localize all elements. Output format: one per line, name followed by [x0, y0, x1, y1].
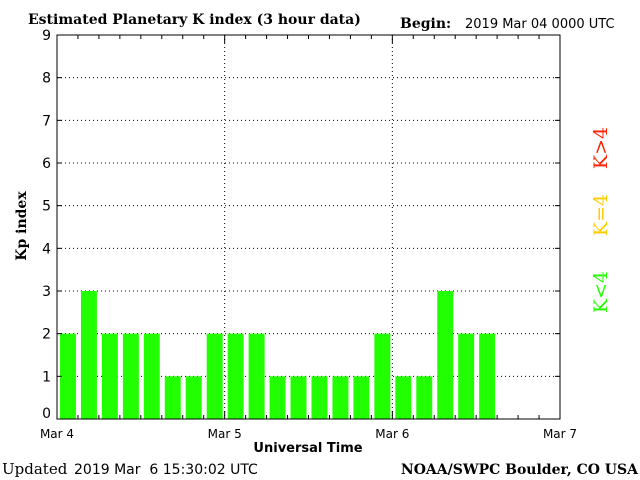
kp-bar [60, 333, 76, 419]
kp-bar [437, 291, 454, 419]
updated-label: Updated [2, 460, 68, 478]
y-tick-label: 2 [42, 327, 51, 343]
y-axis-label: Kp index [14, 191, 30, 261]
x-tick-label: Mar 5 [208, 427, 242, 441]
y-tick-label: 1 [42, 369, 51, 385]
kp-bar [164, 376, 181, 419]
y-tick-label: 5 [42, 199, 51, 215]
y-tick-label: 6 [42, 156, 51, 172]
x-axis-label: Universal Time [253, 441, 362, 456]
begin-value: 2019 Mar 04 0000 UTC [465, 17, 615, 32]
kp-bar [416, 376, 433, 419]
y-tick-label: 4 [42, 241, 51, 257]
kp-bar [80, 291, 97, 419]
source-credit: NOAA/SWPC Boulder, CO USA [401, 462, 639, 478]
legend-k-equals-4: K=4 [590, 194, 612, 236]
kp-bar [479, 333, 496, 419]
y-tick-label: 0 [42, 406, 51, 422]
x-tick-label: Mar 6 [375, 427, 409, 441]
kp-bar [143, 333, 160, 419]
legend-k-greater-than-4: K>4 [590, 127, 612, 169]
kp-bar [206, 333, 223, 419]
kp-bar [227, 333, 244, 419]
kp-bar [185, 376, 202, 419]
y-tick-label: 9 [42, 28, 51, 44]
begin-label: Begin: [400, 16, 451, 32]
kp-bar [395, 376, 412, 419]
kp-bar [101, 333, 118, 419]
x-tick-label: Mar 7 [543, 427, 577, 441]
y-tick-label: 7 [42, 113, 51, 129]
kp-bar [374, 333, 391, 419]
kp-bar [311, 376, 328, 419]
kp-bar [458, 333, 475, 419]
y-tick-label: 8 [42, 71, 51, 87]
updated-timestamp: 2019 Mar 6 15:30:02 UTC [74, 462, 258, 478]
kp-bar [353, 376, 370, 419]
x-tick-label: Mar 4 [40, 427, 74, 441]
legend-k-less-than-4: K<4 [590, 271, 612, 313]
plot-area: 0 1 2 3 4 5 6 7 8 9 Mar 4 Mar 5 Mar 6 Mar 7 [40, 28, 577, 441]
kp-bar [248, 333, 265, 419]
y-tick-label: 3 [42, 284, 51, 300]
kp-bar [122, 333, 139, 419]
kp-bar [332, 376, 349, 419]
kp-bar [290, 376, 307, 419]
kp-bar [269, 376, 286, 419]
chart-title: Estimated Planetary K index (3 hour data… [28, 12, 361, 28]
